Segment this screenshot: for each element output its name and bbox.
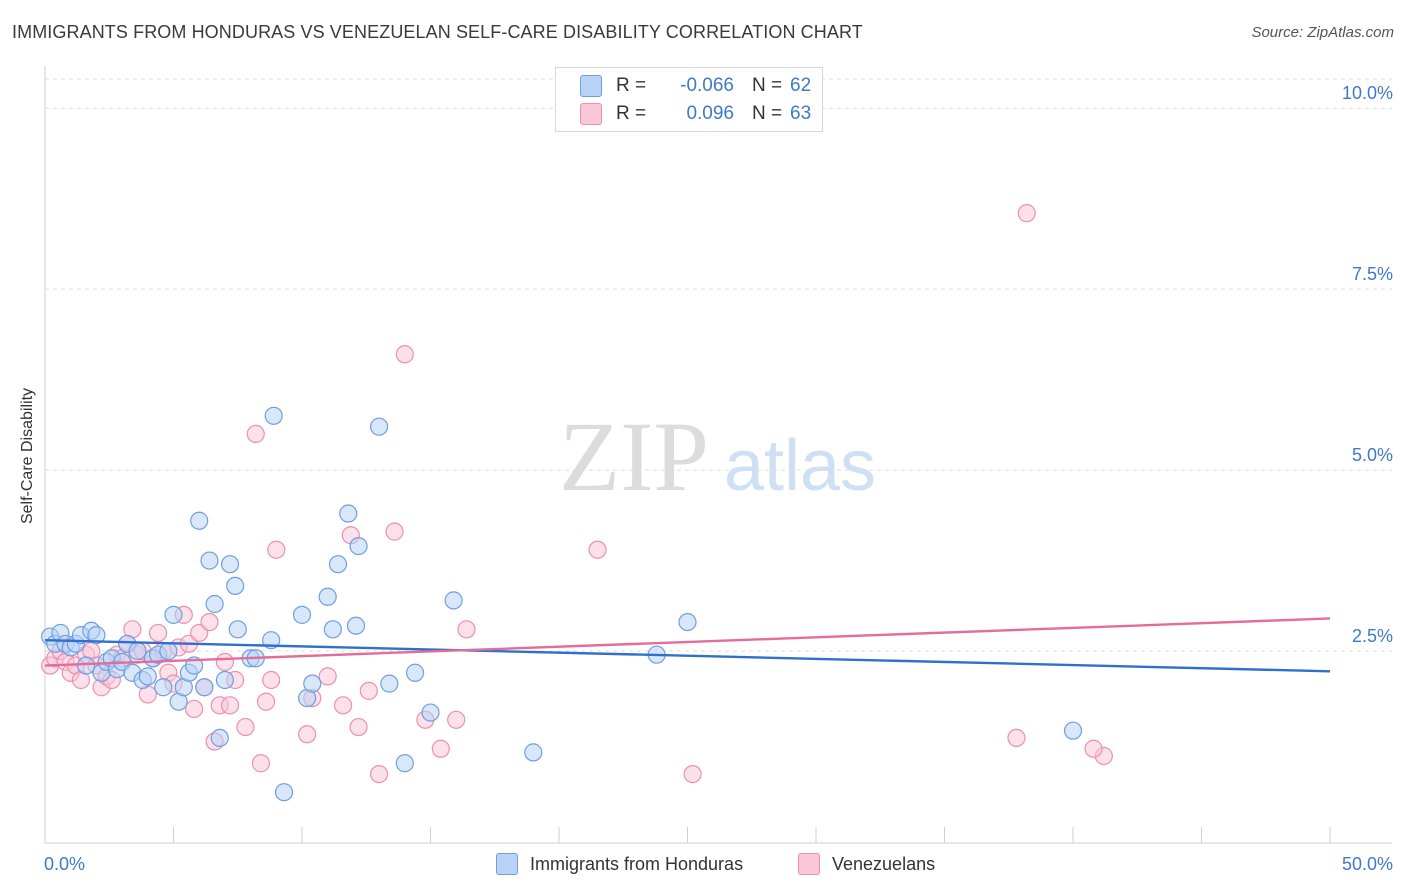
point-honduras [323, 620, 342, 639]
point-venezuelans [447, 710, 466, 729]
point-honduras [339, 504, 358, 523]
x-tick-label-max: 50.0% [1342, 854, 1393, 874]
point-honduras [138, 667, 157, 686]
point-venezuelans [359, 681, 378, 700]
legend-swatch-venezuelans [798, 853, 820, 875]
point-honduras [159, 641, 178, 661]
tick-labels: 2.5% 5.0% 7.5% 10.0% 0.0% 50.0% [44, 83, 1393, 874]
point-honduras [215, 670, 234, 690]
point-honduras [303, 674, 322, 693]
x-tick-label-min: 0.0% [44, 854, 85, 874]
trend-line-honduras [44, 638, 1331, 673]
point-venezuelans [395, 345, 414, 364]
watermark-atlas: atlas [724, 426, 876, 506]
point-honduras [444, 591, 463, 610]
point-honduras [380, 674, 399, 693]
stats-legend-row-honduras: R = -0.066 N = 62 [580, 74, 811, 98]
point-honduras [349, 536, 368, 556]
y-tick-label: 7.5% [1352, 264, 1393, 284]
n-value-honduras: 62 [790, 75, 812, 96]
r-label: R = [616, 75, 647, 96]
point-venezuelans [431, 739, 450, 758]
trend-lines [44, 617, 1331, 673]
point-venezuelans [370, 764, 389, 784]
point-honduras [226, 576, 245, 596]
chart-title: IMMIGRANTS FROM HONDURAS VS VENEZUELAN S… [12, 22, 863, 42]
point-honduras [421, 703, 440, 722]
point-venezuelans [262, 670, 281, 690]
watermark: ZIP atlas [559, 401, 876, 512]
point-honduras [220, 555, 240, 574]
r-value-honduras: -0.066 [680, 75, 734, 96]
point-honduras [346, 616, 366, 635]
y-tick-label: 10.0% [1342, 83, 1393, 103]
venezuelans-swatch [580, 103, 602, 125]
point-honduras [228, 620, 247, 639]
point-venezuelans [246, 424, 265, 444]
point-venezuelans [267, 540, 286, 559]
point-venezuelans [457, 620, 476, 639]
point-honduras [405, 663, 425, 682]
point-venezuelans [220, 696, 240, 715]
n-label: N = [752, 75, 783, 96]
legend-label-venezuelans: Venezuelans [832, 853, 936, 874]
point-venezuelans [349, 717, 368, 737]
point-honduras [154, 678, 173, 697]
point-honduras [200, 551, 219, 570]
watermark-zip: ZIP [559, 401, 709, 512]
n-value-venezuelans: 63 [790, 103, 812, 124]
honduras-swatch [580, 75, 602, 97]
point-venezuelans [318, 667, 337, 686]
r-value-venezuelans: 0.096 [686, 103, 734, 124]
point-honduras [195, 678, 214, 697]
y-tick-label: 5.0% [1352, 445, 1393, 465]
point-honduras [164, 605, 183, 624]
legend-item-venezuelans[interactable]: Venezuelans [798, 851, 935, 877]
point-venezuelans [215, 652, 234, 672]
point-honduras [274, 783, 294, 802]
y-tick-label: 2.5% [1352, 626, 1393, 646]
point-venezuelans [1007, 728, 1026, 748]
point-honduras [318, 587, 337, 606]
point-honduras [292, 605, 312, 624]
grid-lines [45, 78, 1392, 652]
point-venezuelans [683, 764, 702, 784]
point-honduras [190, 511, 209, 530]
point-venezuelans [334, 696, 353, 715]
point-honduras [210, 728, 229, 748]
stats-legend-row-venezuelans: R = 0.096 N = 63 [580, 102, 811, 126]
point-venezuelans [200, 612, 219, 632]
trend-line-venezuelans [44, 617, 1331, 667]
point-venezuelans [184, 699, 204, 719]
point-honduras [328, 555, 348, 574]
point-venezuelans [251, 754, 270, 773]
legend-label-honduras: Immigrants from Honduras [530, 853, 744, 874]
point-honduras [678, 612, 697, 632]
source-label[interactable]: Source: ZipAtlas.com [1251, 24, 1394, 41]
point-venezuelans [1017, 204, 1036, 223]
point-honduras [128, 641, 147, 661]
n-label: N = [752, 103, 783, 124]
point-venezuelans [256, 692, 276, 711]
point-venezuelans [1084, 739, 1103, 758]
point-venezuelans [236, 717, 255, 737]
axes [44, 66, 1392, 844]
point-venezuelans [385, 522, 404, 541]
legend-swatch-honduras [496, 853, 518, 875]
stats-legend: R = -0.066 N = 62 R = 0.096 N = 63 [555, 67, 823, 132]
point-honduras [1063, 721, 1083, 740]
point-honduras [205, 594, 224, 614]
point-honduras [87, 626, 106, 645]
r-label: R = [616, 103, 647, 124]
legend-item-honduras[interactable]: Immigrants from Honduras [496, 851, 743, 877]
point-honduras [264, 406, 283, 425]
point-honduras [370, 417, 389, 436]
point-honduras [524, 743, 543, 762]
point-venezuelans [588, 540, 607, 559]
point-venezuelans [148, 623, 168, 643]
point-honduras [395, 754, 414, 773]
point-venezuelans [298, 725, 317, 744]
point-honduras [77, 656, 96, 675]
